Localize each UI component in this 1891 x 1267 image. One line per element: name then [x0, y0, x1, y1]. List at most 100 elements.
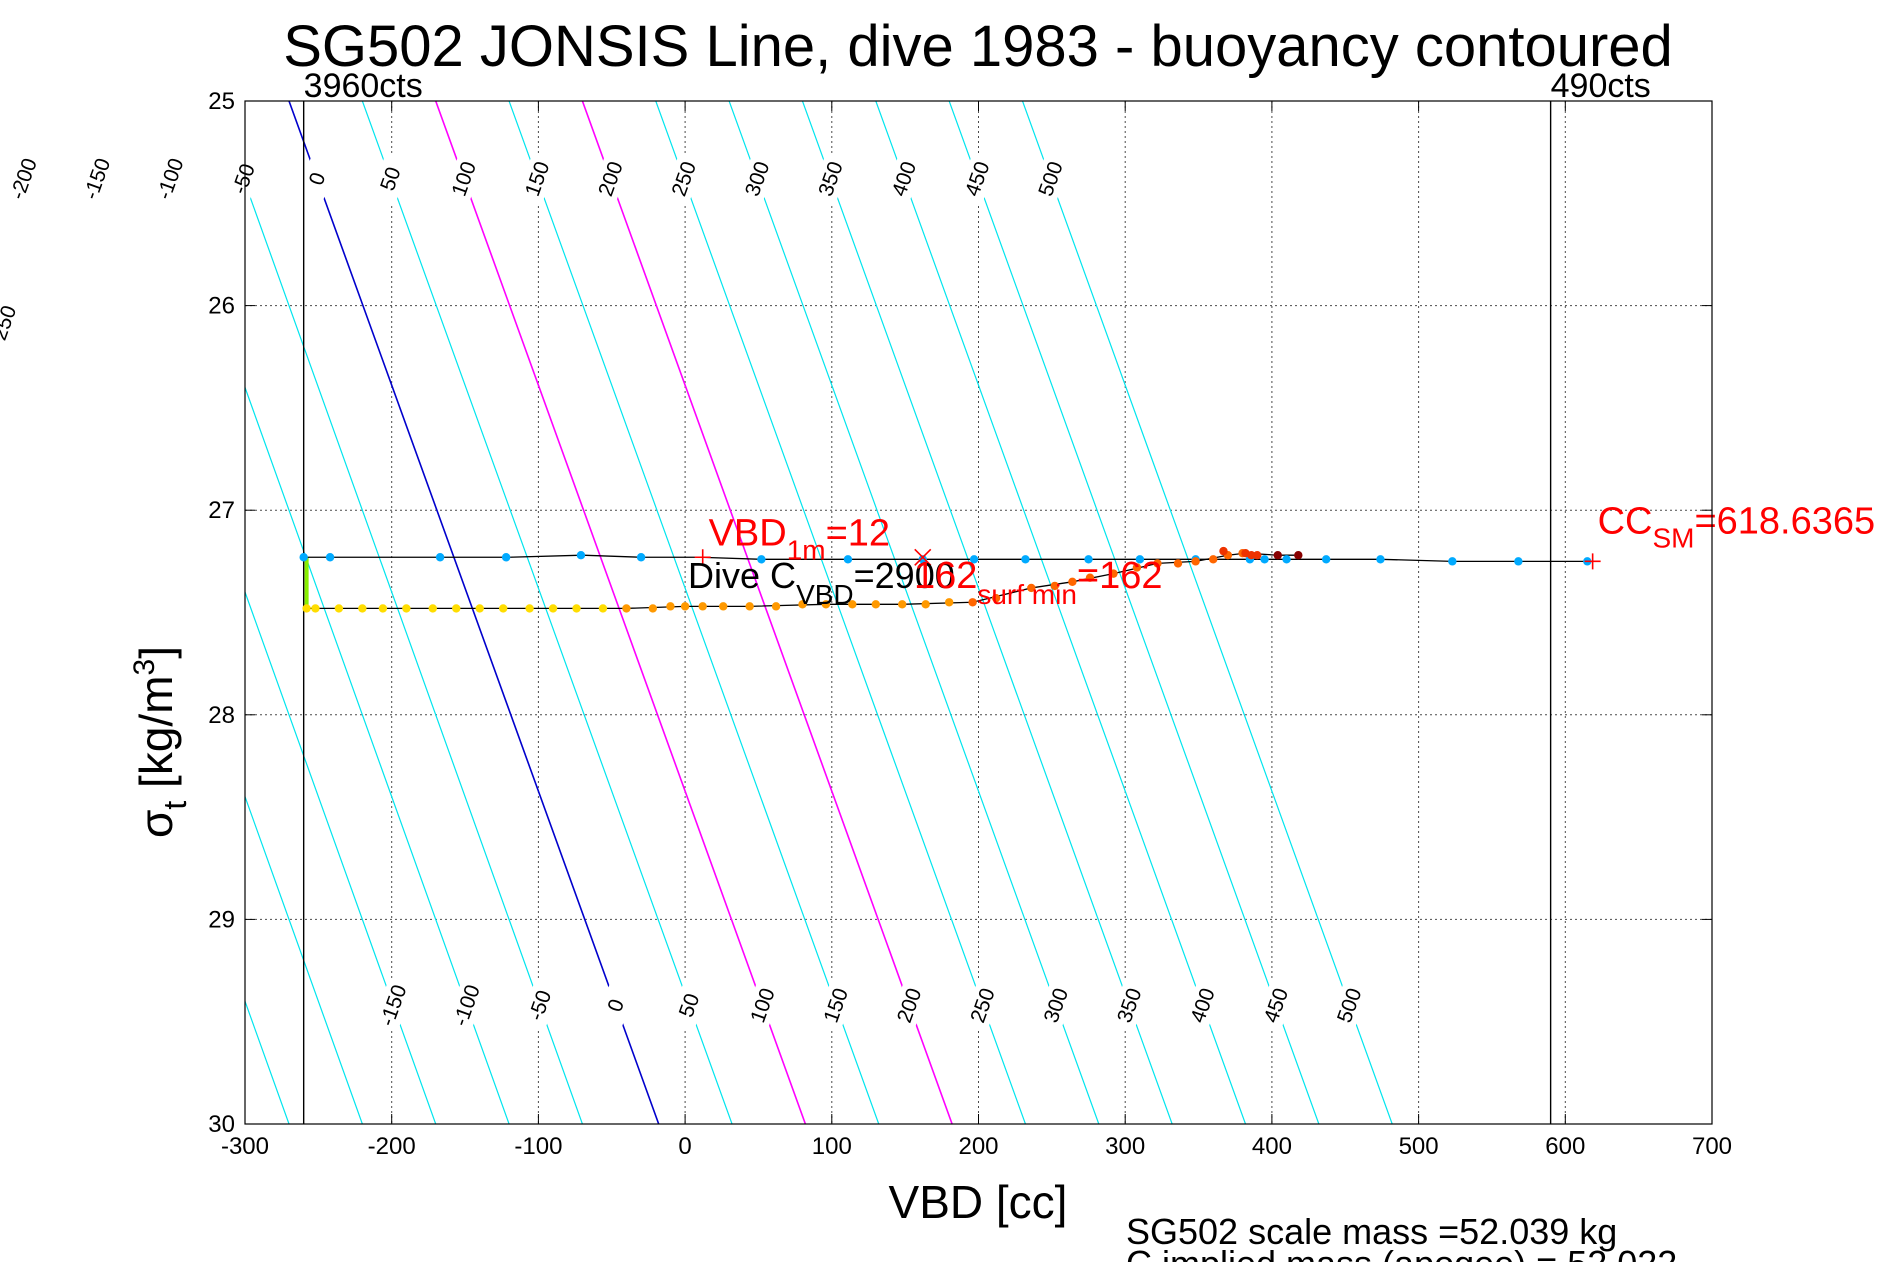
x-tick-label: 300	[1105, 1133, 1145, 1160]
y-axis-label: σt [kg/m3]	[128, 646, 193, 838]
data-point	[1132, 563, 1142, 572]
annotation-vbd1m: VBD1m=12	[709, 512, 891, 565]
footer-scale-mass: SG502 scale mass =52.039 kg	[1126, 1211, 1617, 1252]
contour-lines	[245, 101, 1393, 1124]
contour-label-bottom-group: 50	[668, 978, 710, 1033]
contour-label-bg	[0, 299, 24, 354]
contour-label-top-group: 500	[1030, 151, 1071, 206]
data-point	[1219, 546, 1228, 556]
data-point	[498, 604, 508, 613]
data-point	[918, 555, 927, 564]
contour-label-bottom: 400	[1186, 985, 1219, 1026]
data-point	[525, 604, 534, 613]
data-point	[302, 604, 311, 613]
y-axis-label-unit: [kg/m	[130, 675, 182, 800]
data-point	[358, 604, 367, 613]
svg-text:σt [kg/m3]: σt [kg/m3]	[128, 646, 193, 838]
x-tick-label: 200	[958, 1133, 998, 1160]
contour-label-bottom-group: -150	[372, 978, 414, 1033]
data-point	[311, 604, 320, 613]
data-point	[299, 553, 308, 562]
data-point	[1514, 557, 1523, 566]
contour-label-bottom: 250	[966, 985, 999, 1026]
contour-label-top-group: 450	[956, 151, 998, 206]
contour-label-top-group: -50	[223, 151, 264, 206]
data-point	[1376, 555, 1385, 564]
contour-label-top-group: 0	[296, 151, 338, 206]
contour-label-top: 450	[961, 159, 994, 200]
annotation-vbd1m-main: VBD	[709, 512, 787, 554]
annotation-cc-sm-sub: SM	[1652, 522, 1694, 553]
contour-label-bg	[888, 978, 930, 1033]
contour-label-top: 250	[668, 159, 701, 200]
annotation-dive-c-vbd: Dive CVBD=2900	[688, 555, 955, 610]
annotation-cc-sm-tail: =618.6365	[1694, 500, 1875, 542]
data-point	[1209, 555, 1218, 564]
data-point	[334, 604, 344, 613]
data-point	[1021, 555, 1030, 564]
data-point	[821, 600, 831, 609]
chart-labels: VBD [cc] σt [kg/m3]	[128, 646, 1067, 1228]
contour-label-bottom-group: 200	[888, 978, 930, 1033]
buoyancy-contour-line	[875, 101, 1247, 1124]
data-point	[1191, 557, 1200, 566]
data-point	[968, 598, 977, 607]
annotation-dive-c-vbd-tail: =2900	[854, 555, 955, 596]
contour-label-bg	[370, 151, 411, 206]
contour-label-left-group: -250	[0, 299, 24, 354]
x-tick-label: 0	[678, 1133, 691, 1160]
contour-label-bg	[223, 151, 264, 206]
data-point	[1109, 569, 1118, 578]
annotation-vbd1m-tail: =12	[826, 512, 890, 554]
annotation-dive-c-vbd-sub: VBD	[796, 579, 854, 610]
data-point	[1084, 555, 1093, 564]
contour-label-bg	[1182, 978, 1223, 1033]
buoyancy-contour-line	[655, 101, 1027, 1124]
contour-label-bottom-group: 300	[1035, 978, 1077, 1033]
data-point	[1253, 551, 1262, 560]
data-point	[757, 555, 766, 564]
contour-label-bg	[3, 151, 44, 206]
data-point	[1135, 555, 1145, 564]
contour-label-top: 400	[888, 159, 921, 200]
contour-label-bg	[663, 151, 705, 206]
contour-label-bottom: 500	[1333, 985, 1366, 1026]
contour-label-bg	[595, 978, 637, 1033]
data-point	[598, 604, 608, 613]
contour-label-top-group: -200	[3, 151, 44, 206]
data-point	[798, 600, 807, 609]
annotation-cc-sm: CCSM=618.6365	[1598, 500, 1876, 553]
data-point	[402, 604, 411, 613]
y-tick-label: 27	[208, 497, 235, 524]
buoyancy-contour-line	[801, 101, 1173, 1124]
data-point	[572, 604, 581, 613]
y-axis-label-unit-close: ]	[130, 646, 182, 659]
contour-label-top-group: 350	[810, 151, 851, 206]
contour-label-bottom: 200	[893, 985, 926, 1026]
vbd-limit-label: 490cts	[1551, 67, 1651, 105]
buoyancy-contour-line	[245, 794, 363, 1124]
annotation-surf-min-tail: =162	[1077, 555, 1163, 597]
buoyancy-contour-line	[245, 590, 437, 1124]
contour-label-top-group: 400	[883, 151, 925, 206]
contour-label-bottom-group: 450	[1255, 978, 1297, 1033]
contour-label-bottom-group: 0	[595, 978, 637, 1033]
y-axis-label-unit-sup: 3	[128, 659, 161, 676]
data-point	[428, 604, 437, 613]
buoyancy-contour-line	[508, 101, 880, 1124]
data-point	[1282, 555, 1291, 564]
x-axis-label: VBD [cc]	[889, 1176, 1068, 1228]
contour-label-bg	[1030, 151, 1071, 206]
data-point	[378, 604, 388, 613]
y-tick-label: 28	[208, 702, 235, 729]
data-point	[1294, 551, 1303, 560]
contour-label-bg	[883, 151, 925, 206]
x-tick-label: -300	[221, 1133, 269, 1160]
buoyancy-contour-line	[728, 101, 1100, 1124]
vbd-limit-label: 3960cts	[304, 67, 423, 105]
data-point	[576, 551, 586, 560]
data-point	[745, 602, 754, 611]
y-axis-label-symbol: σ	[130, 810, 182, 838]
data-point	[1085, 573, 1095, 582]
